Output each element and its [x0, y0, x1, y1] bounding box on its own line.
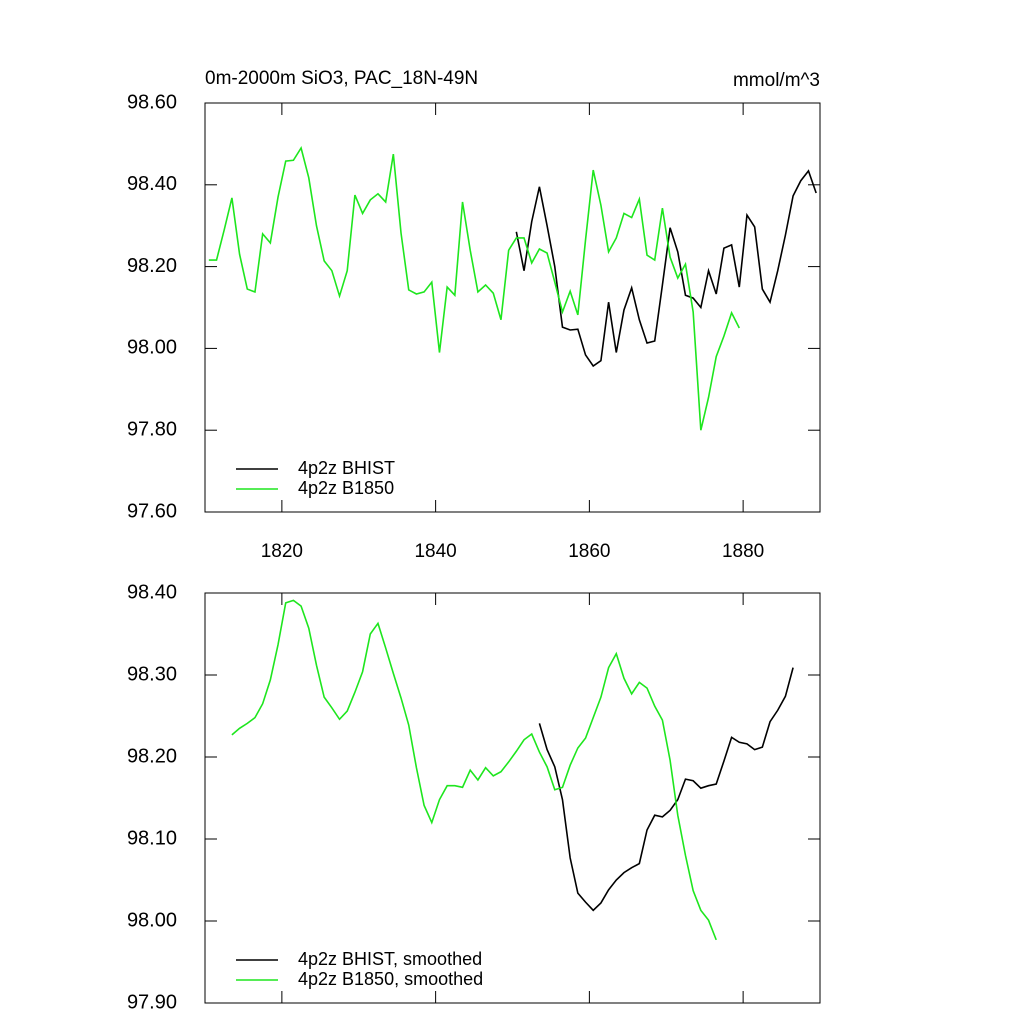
- x-tick-label: 1820: [261, 541, 303, 562]
- x-tick-label: 1880: [722, 541, 764, 562]
- series-line: [538, 667, 794, 912]
- legend-label: 4p2z B1850: [298, 478, 394, 498]
- y-tick-label: 98.00: [127, 909, 177, 931]
- legend-label: 4p2z BHIST, smoothed: [298, 949, 482, 969]
- y-tick-label: 97.60: [127, 500, 177, 522]
- y-tick-label: 98.30: [127, 663, 177, 685]
- plot-frame: [204, 102, 821, 513]
- y-tick-label: 98.20: [127, 255, 177, 277]
- series-line: [208, 145, 740, 431]
- y-tick-label: 98.00: [127, 337, 177, 359]
- y-tick-label: 98.40: [127, 581, 177, 603]
- y-tick-label: 98.10: [127, 827, 177, 849]
- y-tick-label: 97.80: [127, 418, 177, 440]
- series-line: [231, 599, 717, 941]
- chart-title: 0m-2000m SiO3, PAC_18N-49N: [205, 68, 478, 89]
- units-label: mmol/m^3: [733, 70, 820, 91]
- y-tick-label: 97.90: [127, 991, 177, 1013]
- series-line: [515, 169, 817, 368]
- legend-label: 4p2z B1850, smoothed: [298, 969, 483, 989]
- x-tick-label: 1860: [568, 541, 610, 562]
- legend-label: 4p2z BHIST: [298, 458, 395, 478]
- x-tick-label: 1840: [414, 541, 456, 562]
- plot-frame: [204, 592, 821, 1004]
- y-tick-label: 98.40: [127, 173, 177, 195]
- y-tick-label: 98.20: [127, 745, 177, 767]
- y-tick-label: 98.60: [127, 91, 177, 113]
